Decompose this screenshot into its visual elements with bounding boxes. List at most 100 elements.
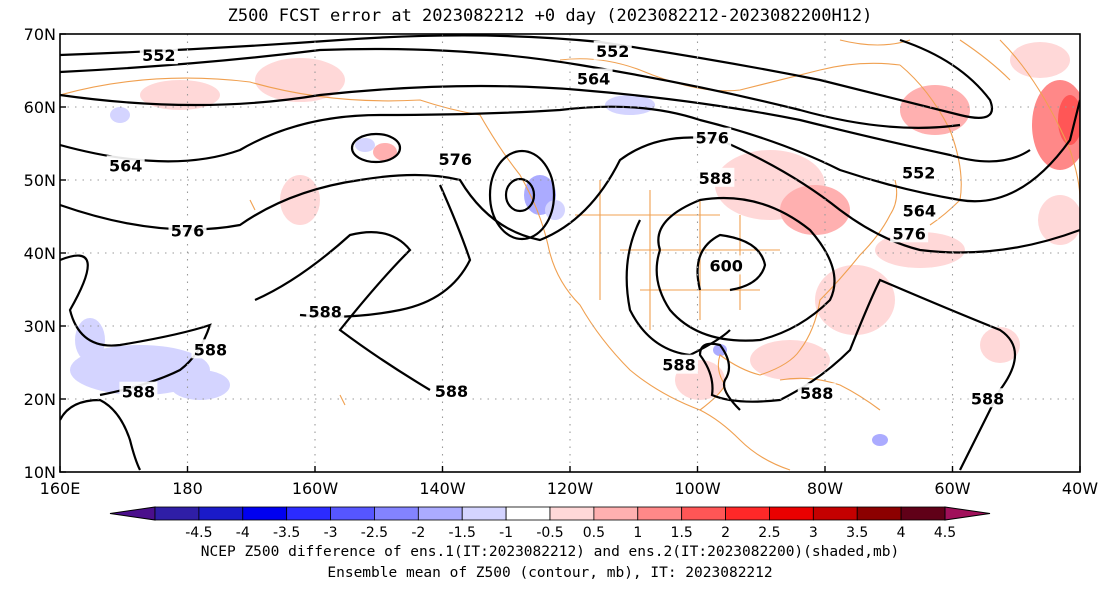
x-tick-label: 40W	[1062, 479, 1098, 498]
contour-label: 588	[699, 169, 732, 188]
x-axis-ticks: 160E 180 160W 140W 120W 100W 80W 60W 40W	[40, 466, 1098, 498]
contour-label-bg	[900, 200, 939, 220]
y-tick-label: 70N	[24, 25, 56, 44]
colorbar-label: 3.5	[846, 525, 868, 541]
colorbar-swatch	[417, 506, 463, 521]
contour-label: 588	[435, 382, 468, 401]
contour-label: 600	[709, 256, 742, 275]
contour-label-bg	[168, 220, 207, 240]
colorbar-label: 4	[897, 525, 906, 541]
colorbar-swatch	[242, 506, 288, 521]
y-tick-label: 60N	[24, 98, 56, 117]
colorbar-label: -2.5	[361, 525, 388, 541]
colorbar-label: -2	[411, 525, 425, 541]
contour-label: 588	[800, 384, 833, 403]
x-tick-label: 160W	[292, 479, 339, 498]
contour-label-bg	[139, 45, 178, 65]
colorbar-swatch	[725, 506, 770, 521]
chart-title: Z500 FCST error at 2023082212 +0 day (20…	[227, 6, 873, 26]
x-tick-label: 80W	[807, 479, 843, 498]
colorbar-swatch	[856, 506, 902, 521]
contour-label-bg	[968, 388, 1007, 408]
y-tick-label: 30N	[24, 317, 56, 336]
caption-contour: Ensemble mean of Z500 (contour, mb), IT:…	[327, 565, 773, 581]
y-tick-label: 10N	[24, 463, 56, 482]
y-tick-label: 40N	[24, 244, 56, 263]
contour-label: 588	[662, 356, 695, 375]
contour-label-bg	[696, 167, 735, 187]
colorbar-label: -4.5	[185, 525, 212, 541]
contour-label: 576	[439, 150, 472, 169]
colorbar-label: -1.5	[449, 525, 476, 541]
colorbar-swatch	[593, 506, 639, 521]
contour-label-bg	[574, 68, 613, 88]
contour-label: 552	[142, 46, 175, 65]
contour-label-bg	[693, 127, 732, 147]
colorbar-label: 2	[721, 525, 730, 541]
colorbar-swatch	[769, 506, 814, 521]
contour-label: 564	[109, 156, 142, 175]
contour-label: 576	[171, 221, 204, 240]
x-tick-label: 100W	[674, 479, 721, 498]
colorbar-swatch	[637, 506, 683, 521]
colorbar-swatch	[681, 506, 726, 521]
colorbar-label: -3	[324, 525, 338, 541]
colorbar-label: -0.5	[536, 525, 563, 541]
z500-contours	[60, 34, 1080, 471]
contour-label: 552	[596, 42, 629, 61]
contour-label: 552	[902, 164, 935, 183]
y-axis-ticks: 10N 20N 30N 40N 50N 60N 70N	[24, 25, 66, 482]
colorbar-swatch	[812, 506, 858, 521]
colorbar-swatch	[505, 506, 551, 521]
colorbar-swatch	[461, 506, 507, 521]
shaded-error-field	[70, 42, 1080, 446]
colorbar-swatch	[900, 506, 946, 521]
x-tick-label: 160E	[40, 479, 81, 498]
x-tick-label: 140W	[419, 479, 466, 498]
contour-label: 588	[122, 383, 155, 402]
contour-label-bg	[660, 354, 699, 374]
colorbar-label: -1	[499, 525, 513, 541]
contour-label-bg	[797, 383, 836, 403]
x-tick-label: 120W	[547, 479, 594, 498]
contour-label-bg	[119, 381, 158, 401]
contour-label-bg	[106, 155, 145, 175]
colorbar-label: 1	[633, 525, 642, 541]
colorbar-swatch	[154, 506, 200, 521]
y-tick-label: 50N	[24, 171, 56, 190]
contour-label: 588	[971, 389, 1004, 408]
contour-label: 576	[695, 129, 728, 148]
colorbar-label: -4	[236, 525, 250, 541]
contour-label-bg	[890, 223, 929, 243]
colorbar-arrow-right	[944, 506, 991, 521]
contour-label-bg	[436, 148, 475, 168]
contour-label-bg	[432, 380, 471, 400]
contour-label-bg	[707, 255, 746, 275]
contour-label: 588	[194, 340, 227, 359]
contour-labels: 552 552 564 564 576 576 576 588 600 552 564 576 588 5…	[106, 40, 1007, 408]
map-gridlines	[60, 34, 1080, 472]
colorbar-label: -3.5	[273, 525, 300, 541]
colorbar-arrow-left	[109, 506, 156, 521]
colorbar-swatch	[330, 506, 375, 521]
contour-label: 588	[308, 302, 341, 321]
contour-label-bg	[593, 40, 632, 60]
colorbar-label: 0.5	[583, 525, 605, 541]
contour-label: 576	[892, 224, 925, 243]
colorbar-swatch	[549, 506, 595, 521]
coastlines	[60, 39, 1080, 471]
colorbar-label: 3	[809, 525, 818, 541]
colorbar-swatch	[374, 506, 419, 521]
contour-label-bg	[306, 301, 345, 321]
colorbar-label: 1.5	[671, 525, 693, 541]
colorbar-label: 4.5	[934, 525, 956, 541]
colorbar-swatch	[198, 506, 244, 521]
contour-label-bg	[899, 162, 938, 182]
caption-shaded: NCEP Z500 difference of ens.1(IT:2023082…	[200, 544, 900, 560]
x-tick-label: 180	[172, 479, 203, 498]
contour-label: 564	[903, 202, 936, 221]
contour-label-bg	[191, 339, 230, 359]
contour-label: 564	[577, 70, 610, 89]
colorbar-swatch	[286, 506, 331, 521]
